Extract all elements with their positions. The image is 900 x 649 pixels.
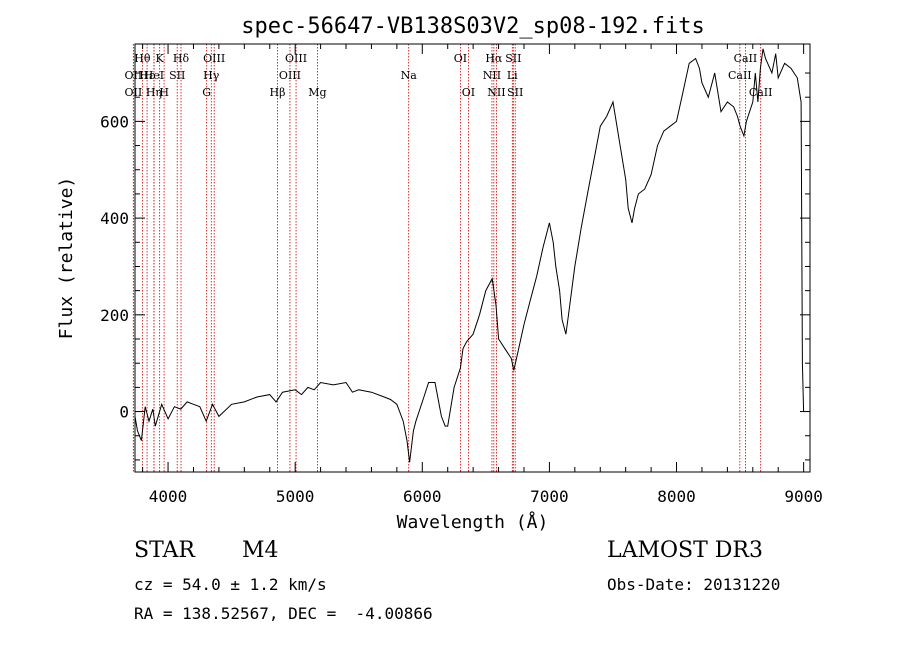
spectral-line-label: OIII xyxy=(279,69,301,82)
spectral-line-label: Na xyxy=(401,69,418,82)
spectral-line-label: Li xyxy=(507,69,518,82)
spectral-line-label: Mg xyxy=(308,86,326,99)
chart-title: spec-56647-VB138S03V2_sp08-192.fits xyxy=(241,14,705,39)
y-tick-label: 200 xyxy=(100,306,129,325)
obs-date: Obs-Date: 20131220 xyxy=(607,575,781,594)
spectral-line-label: G xyxy=(202,86,211,99)
spectral-line-label: CaII xyxy=(728,69,752,82)
y-tick-label: 0 xyxy=(119,403,129,422)
x-tick-label: 9000 xyxy=(784,487,823,506)
x-tick-label: 6000 xyxy=(403,487,442,506)
x-tick-label: 5000 xyxy=(276,487,315,506)
spectral-line-label: OII xyxy=(124,86,142,99)
spectrum-series-line xyxy=(134,48,805,463)
spectral-line-label: OIII xyxy=(203,52,225,65)
x-axis-label: Wavelength (Å) xyxy=(397,511,549,533)
spectral-line-label: H xyxy=(159,86,169,99)
spectral-line-label: Hα xyxy=(485,52,503,65)
spectral-line-label: CaII xyxy=(749,86,773,99)
spectral-line-label: SII xyxy=(505,52,521,65)
x-tick-label: 4000 xyxy=(149,487,188,506)
spectral-line-label: HeI xyxy=(144,69,164,82)
coordinates: RA = 138.52567, DEC = -4.00866 xyxy=(134,604,433,623)
spectral-line-label: K xyxy=(156,52,165,65)
spectral-line-label: Hθ xyxy=(134,52,151,65)
spectral-line-label: SII xyxy=(507,86,523,99)
spectral-line-label: NII xyxy=(487,86,505,99)
x-tick-label: 8000 xyxy=(657,487,696,506)
spectral-line-label: OII xyxy=(124,69,142,82)
spectral-line-label: OI xyxy=(454,52,467,65)
object-subclass: M4 xyxy=(242,538,279,563)
plot-frame xyxy=(134,43,811,473)
spectral-line-label: SII xyxy=(169,69,185,82)
spectral-line-label: Hε xyxy=(139,69,155,82)
object-class: STAR xyxy=(134,538,195,563)
spectral-line-label: Hβ xyxy=(270,86,286,99)
spectral-line-label: Hγ xyxy=(203,69,220,82)
spectral-line-label: NII xyxy=(483,69,501,82)
spectral-line-label: Hη xyxy=(146,86,162,99)
x-tick-label: 7000 xyxy=(530,487,569,506)
y-tick-label: 600 xyxy=(100,112,129,131)
spectral-line-label: Hδ xyxy=(173,52,190,65)
spectral-line-label: OI xyxy=(462,86,475,99)
spectral-line-label: CaII xyxy=(734,52,758,65)
survey-name: LAMOST DR3 xyxy=(607,538,763,563)
spectral-line-label: OIII xyxy=(285,52,307,65)
y-axis-label: Flux (relative) xyxy=(56,177,77,340)
redshift-value: cz = 54.0 ± 1.2 km/s xyxy=(134,575,327,594)
y-tick-label: 400 xyxy=(100,209,129,228)
